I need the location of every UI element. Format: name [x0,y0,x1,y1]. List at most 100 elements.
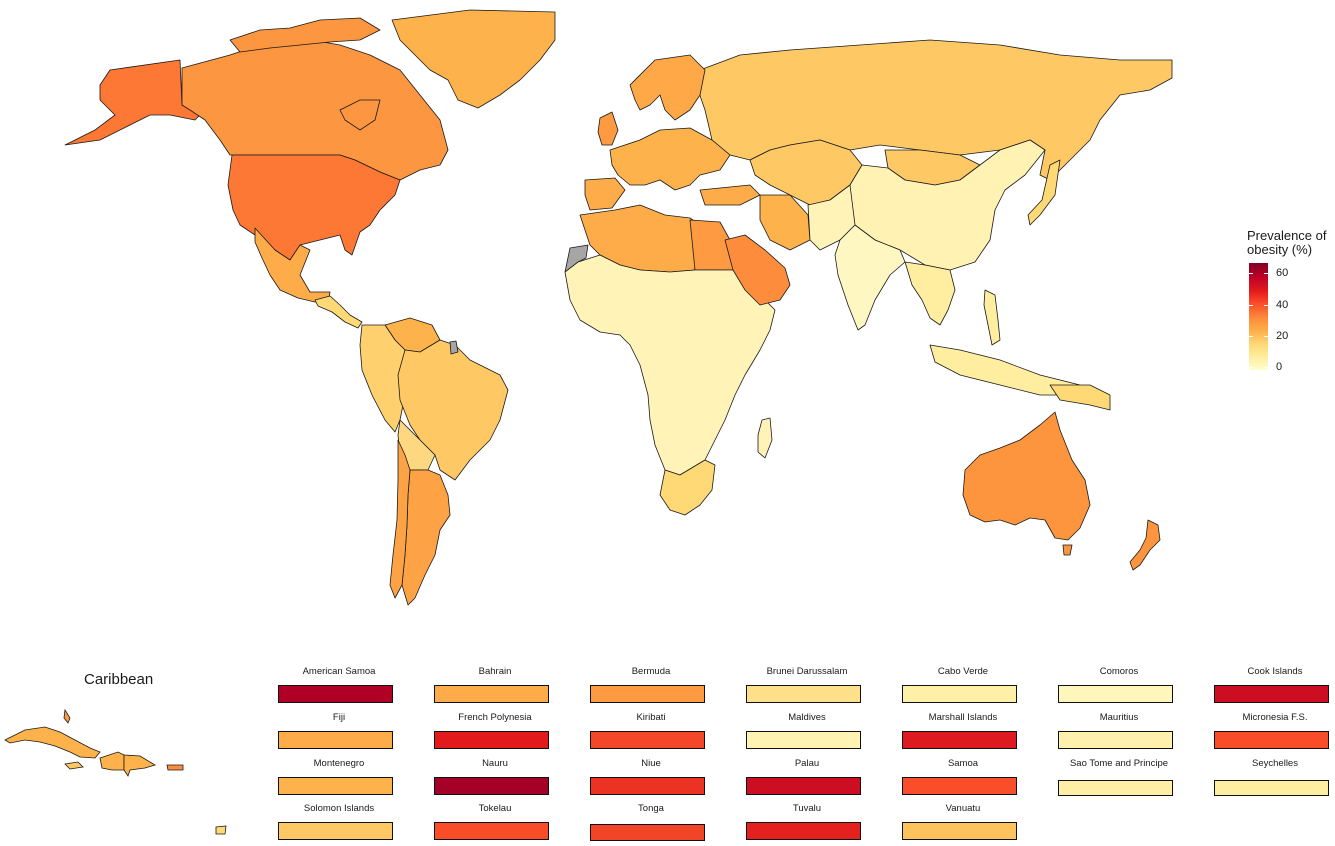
small-state-label: Maldives [788,712,826,723]
region-chile [389,439,411,599]
region-iberia [584,177,626,211]
small-state-swatch [434,777,549,795]
small-state-swatch [590,824,705,841]
small-state-cell: Bermuda [583,666,739,706]
region-iran [759,194,811,251]
region-australia [962,411,1091,541]
region-saudi-arabia [724,234,791,306]
region-southeast-asia [904,261,956,326]
region-madagascar [757,417,773,459]
small-state-cell: Maldives [739,712,895,752]
region-japan [1027,159,1061,226]
small-state-label: Vanuatu [945,803,981,814]
small-state-label: Fiji [332,712,346,723]
legend-title: Prevalence of obesity (%) [1247,229,1335,257]
region-dominican-republic [123,754,156,777]
small-state-cell: Comoros [1051,666,1207,706]
region-new-zealand [1129,519,1161,571]
small-state-label: Seychelles [1252,758,1298,769]
region-tasmania [1062,544,1073,556]
small-state-swatch [746,777,861,795]
region-philippines [983,289,1001,346]
colorbar-legend: Prevalence of obesity (%) 60 40 20 0 [1247,229,1335,374]
tick-label-40: 40 [1276,299,1289,311]
region-bahamas [63,708,71,724]
small-state-cell: Brunei Darussalam [739,666,895,706]
region-south-africa [659,459,716,516]
small-state-swatch [434,731,549,749]
small-state-cell: Fiji [271,712,427,752]
small-state-label: Palau [794,758,820,769]
small-state-label: Sao Tome and Principe [1069,758,1169,769]
region-canada-arctic [229,17,381,53]
small-state-label: Micronesia F.S. [1242,712,1308,723]
region-haiti [99,751,125,771]
small-state-label: Comoros [1099,666,1139,677]
small-state-cell: Kiribati [583,712,739,752]
small-state-label: Bahrain [478,666,512,677]
region-scandinavia [629,54,706,121]
small-state-label: Montenegro [313,758,365,769]
region-sub-saharan-africa [564,254,776,476]
small-state-swatch [746,731,861,749]
region-united-kingdom [597,111,619,146]
small-state-label: French Polynesia [458,712,532,723]
region-argentina [401,469,451,606]
region-puerto-rico [166,764,184,771]
caribbean-inset-map [4,708,227,835]
small-state-cell: American Samoa [271,666,427,706]
small-state-cell: Palau [739,758,895,798]
small-state-label: Nauru [482,758,508,769]
small-state-cell: Mauritius [1051,712,1207,752]
region-jamaica [64,761,84,770]
small-state-cell: Montenegro [271,758,427,798]
small-state-label: Marshall Islands [928,712,998,723]
tick-label-60: 60 [1276,267,1289,279]
small-state-cell: Niue [583,758,739,798]
small-state-swatch [1058,685,1173,703]
small-state-swatch [1214,780,1329,796]
small-state-cell: French Polynesia [427,712,583,752]
tick-mark-60 [1249,273,1268,274]
small-state-label: Cook Islands [1247,666,1303,677]
small-state-swatch [434,822,549,840]
small-state-cell: Micronesia F.S. [1207,712,1335,752]
small-state-label: Niue [641,758,661,769]
small-state-cell: Nauru [427,758,583,798]
small-state-label: American Samoa [302,666,376,677]
small-state-label: Kiribati [636,712,666,723]
region-turkey [699,184,761,206]
small-state-cell: Samoa [895,758,1051,798]
region-india [834,224,906,331]
region-trinidad [215,825,227,835]
small-state-label: Solomon Islands [303,803,375,814]
world-map [64,9,1173,606]
region-cuba [4,726,101,759]
small-state-swatch [1058,780,1173,796]
small-state-swatch [278,822,393,840]
small-state-cell: Seychelles [1207,758,1335,798]
small-state-swatch [902,731,1017,749]
small-state-swatch [278,731,393,749]
small-state-cell: Solomon Islands [271,803,427,843]
caribbean-inset-title: Caribbean [84,671,154,688]
small-state-swatch [1214,685,1329,703]
colorbar: 60 40 20 0 [1249,263,1288,373]
small-state-label: Cabo Verde [937,666,989,677]
tick-label-20: 20 [1276,330,1289,342]
region-united-states [227,154,401,261]
small-state-swatch [278,685,393,703]
small-state-swatch [902,822,1017,840]
region-europe [609,127,731,191]
small-state-swatch [1214,731,1329,749]
small-state-swatch [434,685,549,703]
small-state-swatch [746,822,861,840]
small-state-cell: Marshall Islands [895,712,1051,752]
small-state-label: Tonga [638,803,664,814]
small-state-cell: Cabo Verde [895,666,1051,706]
region-central-america [314,295,363,329]
tick-mark-20 [1249,336,1268,337]
small-state-cell: Tuvalu [739,803,895,843]
tick-mark-40 [1249,305,1268,306]
small-state-cell: Tonga [583,803,739,843]
